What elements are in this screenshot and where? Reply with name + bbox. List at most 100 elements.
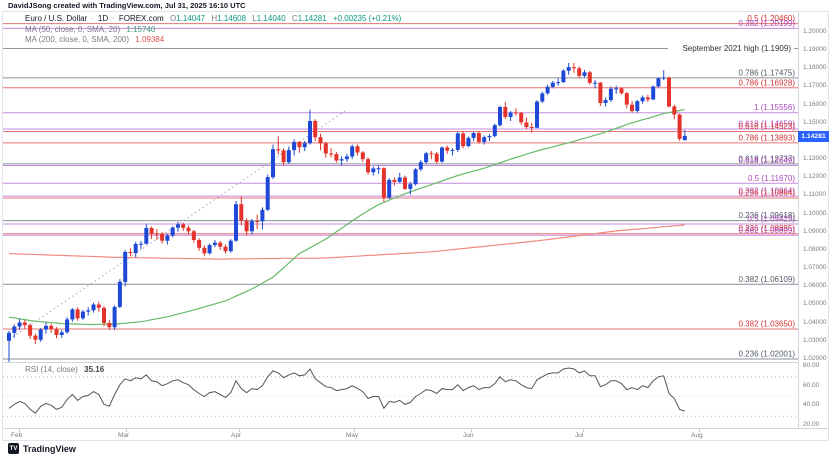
candle-body	[498, 107, 502, 126]
candle-body	[603, 100, 608, 103]
price-axis-tick: 1.12000	[803, 173, 827, 180]
candle-body	[582, 72, 587, 76]
candle-body	[165, 235, 170, 241]
candle-body	[466, 137, 471, 147]
fib-level-label: 0.5 (1.20460)	[747, 14, 795, 23]
candle-body	[239, 204, 244, 221]
candle-body	[191, 231, 196, 240]
price-axis-tick: 1.08000	[803, 246, 827, 253]
rsi-axis-tick: 60.00	[803, 382, 820, 389]
rsi-pane[interactable]: RSI (14, close) 35.16	[3, 362, 798, 429]
fib-level-label: 0.786 (1.16928)	[739, 78, 796, 87]
candle-body	[429, 153, 434, 155]
candle-body	[619, 88, 624, 94]
price-axis-tick: 1.02000	[803, 355, 827, 362]
ma50-line	[8, 108, 685, 326]
candle-body	[7, 332, 11, 341]
candle-body	[170, 227, 175, 236]
fib-level-label: 1 (1.15556)	[754, 103, 795, 112]
candle-body	[91, 304, 96, 311]
candlestick-chart[interactable]: 0.5 (1.20460)0.382 (1.20199) 0.786 (1.174…	[3, 12, 798, 362]
candle-body	[297, 141, 302, 148]
month-label: Mar	[118, 432, 130, 439]
tradingview-logo-icon: TV	[8, 443, 19, 454]
price-axis[interactable]: 1.20000 1.19000 1.18000 1.17000 1.16000 1.150…	[798, 12, 830, 428]
candle-body	[308, 121, 312, 144]
candle-body	[492, 125, 497, 137]
rsi-chart[interactable]	[3, 363, 798, 428]
candle-body	[355, 146, 360, 153]
candle-body	[244, 220, 249, 232]
candle-body	[540, 93, 545, 102]
price-axis-tick: 1.03000	[803, 337, 827, 344]
last-price-badge: 1.14281	[798, 131, 829, 142]
chart-container: 0.5 (1.20460) 0.382 (1.20199) 0.786 (1.174…	[2, 11, 829, 441]
price-axis-tick: 1.16000	[803, 101, 827, 108]
candle-body	[550, 82, 555, 87]
candle-body	[561, 70, 566, 83]
candle-body	[624, 93, 629, 105]
month-tick	[126, 429, 127, 432]
price-axis-tick: 1.20000	[803, 28, 827, 35]
candle-body	[33, 335, 38, 340]
candle-body	[144, 228, 149, 244]
candle-body	[329, 153, 334, 155]
price-axis-tick: 1.07000	[803, 264, 827, 271]
candle-body	[186, 227, 191, 232]
price-axis-tick: 1.13000	[803, 155, 827, 162]
candle-body	[344, 156, 349, 160]
tradingview-wordmark: TradingView	[23, 443, 76, 454]
candle-body	[44, 325, 48, 330]
candle-body	[508, 112, 513, 117]
candle-body	[545, 86, 550, 94]
candle-body	[376, 168, 381, 170]
candle-body	[577, 68, 582, 76]
candle-body	[445, 147, 450, 151]
candle-body	[360, 152, 365, 160]
fib-level-label: 0.236 (1.08895)	[739, 224, 796, 233]
candle-body	[75, 309, 80, 319]
candle-body	[123, 252, 128, 282]
rsi-line	[8, 367, 685, 414]
candle-body	[487, 136, 492, 138]
candle-body	[302, 143, 307, 148]
candle-body	[260, 209, 265, 222]
fib-level-label: 0.382 (1.08809)	[739, 226, 796, 235]
candle-body	[218, 242, 223, 247]
candle-body	[38, 329, 43, 340]
price-axis-tick: 1.04000	[803, 319, 827, 326]
candle-body	[529, 127, 534, 128]
candle-body	[223, 246, 228, 252]
candle-body	[339, 159, 344, 161]
time-axis[interactable]: Feb Mar Apr May Jun Jul Aug	[3, 428, 829, 442]
candle-body	[434, 153, 439, 162]
price-pane[interactable]: 0.5 (1.20460) 0.382 (1.20199) 0.786 (1.174…	[3, 12, 798, 362]
candle-body	[181, 224, 186, 228]
candle-body	[133, 244, 138, 254]
candle-body	[17, 322, 22, 327]
month-label: Feb	[11, 432, 23, 439]
price-axis-tick: 1.06000	[803, 282, 827, 289]
candle-body	[59, 332, 64, 335]
candle-body	[255, 221, 260, 223]
candle-body	[12, 326, 17, 333]
candle-body	[249, 221, 254, 232]
tradingview-branding[interactable]: TV TradingView	[8, 443, 76, 454]
candle-body	[176, 224, 180, 228]
candle-body	[630, 104, 634, 112]
candle-body	[313, 121, 318, 138]
candle-body	[556, 82, 561, 84]
candle-body	[455, 133, 460, 150]
candle-body	[608, 88, 613, 101]
candle-body	[371, 168, 376, 173]
rsi-axis-tick: 20.00	[803, 421, 820, 428]
fib-level-label: 0.382 (1.20199)	[739, 19, 796, 28]
candle-body	[677, 114, 682, 139]
candle-body	[392, 179, 397, 182]
candle-body	[461, 133, 466, 147]
candle-body	[635, 101, 640, 111]
month-label: May	[346, 432, 359, 439]
candle-body	[107, 323, 112, 328]
candle-body	[366, 159, 370, 173]
candle-body	[471, 133, 476, 138]
